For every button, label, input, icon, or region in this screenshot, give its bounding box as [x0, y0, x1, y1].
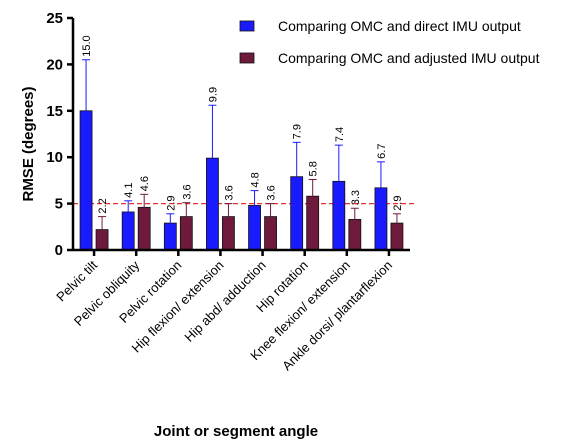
data-label-s0-c4: 4.8: [250, 172, 262, 187]
data-label-s1-c1: 4.6: [139, 176, 151, 191]
bar-s1-c4: [264, 216, 277, 251]
bar-s0-c5: [290, 176, 304, 251]
data-label-s1-c4: 3.6: [266, 185, 278, 200]
bar-s1-c1: [137, 206, 151, 251]
y-tick-label: 15: [46, 103, 63, 120]
legend-label-s1: Comparing OMC and adjusted IMU output: [278, 50, 540, 66]
data-label-s0-c2: 2.9: [165, 196, 177, 211]
bar-s0-c0: [79, 110, 93, 251]
bar-s1-c2: [179, 216, 193, 251]
bar-s0-c7: [374, 187, 388, 251]
y-tick-label: 10: [46, 149, 63, 166]
data-label-s0-c5: 7.9: [292, 124, 304, 139]
bar-s1-c5: [306, 195, 320, 251]
data-label-s0-c3: 9.9: [207, 87, 219, 102]
y-tick-label: 0: [55, 242, 63, 259]
data-label-s1-c3: 3.6: [223, 185, 235, 200]
data-label-s0-c1: 4.1: [123, 183, 135, 198]
legend-label-s0: Comparing OMC and direct IMU output: [278, 18, 521, 34]
data-label-s0-c6: 7.4: [334, 127, 346, 142]
y-tick-label: 5: [55, 196, 63, 213]
data-label-s1-c2: 3.6: [181, 184, 193, 199]
bar-s1-c7: [390, 222, 404, 251]
legend-swatch-s1: [239, 52, 255, 64]
bar-s0-c6: [332, 180, 346, 251]
data-label-s1-c6: 3.3: [350, 190, 362, 205]
legend-swatch-s0: [239, 20, 255, 32]
bar-s1-c0: [95, 229, 109, 251]
data-label-s0-c0: 15.0: [81, 35, 93, 56]
bar-s1-c6: [348, 218, 362, 251]
y-tick-label: 20: [46, 56, 63, 73]
bar-s0-c3: [206, 157, 219, 251]
bar-s0-c4: [248, 205, 261, 251]
bar-s0-c1: [121, 211, 135, 251]
bar-s1-c3: [222, 216, 235, 251]
y-axis-title: RMSE (degrees): [20, 86, 37, 201]
y-tick-label: 25: [46, 10, 63, 27]
data-label-s1-c0: 2.2: [97, 198, 109, 213]
x-axis-title: Joint or segment angle: [154, 423, 318, 440]
data-label-s1-c5: 5.8: [308, 161, 320, 176]
bar-s0-c2: [163, 222, 177, 251]
data-label-s0-c7: 6.7: [376, 144, 388, 159]
data-label-s1-c7: 2.9: [392, 196, 404, 211]
